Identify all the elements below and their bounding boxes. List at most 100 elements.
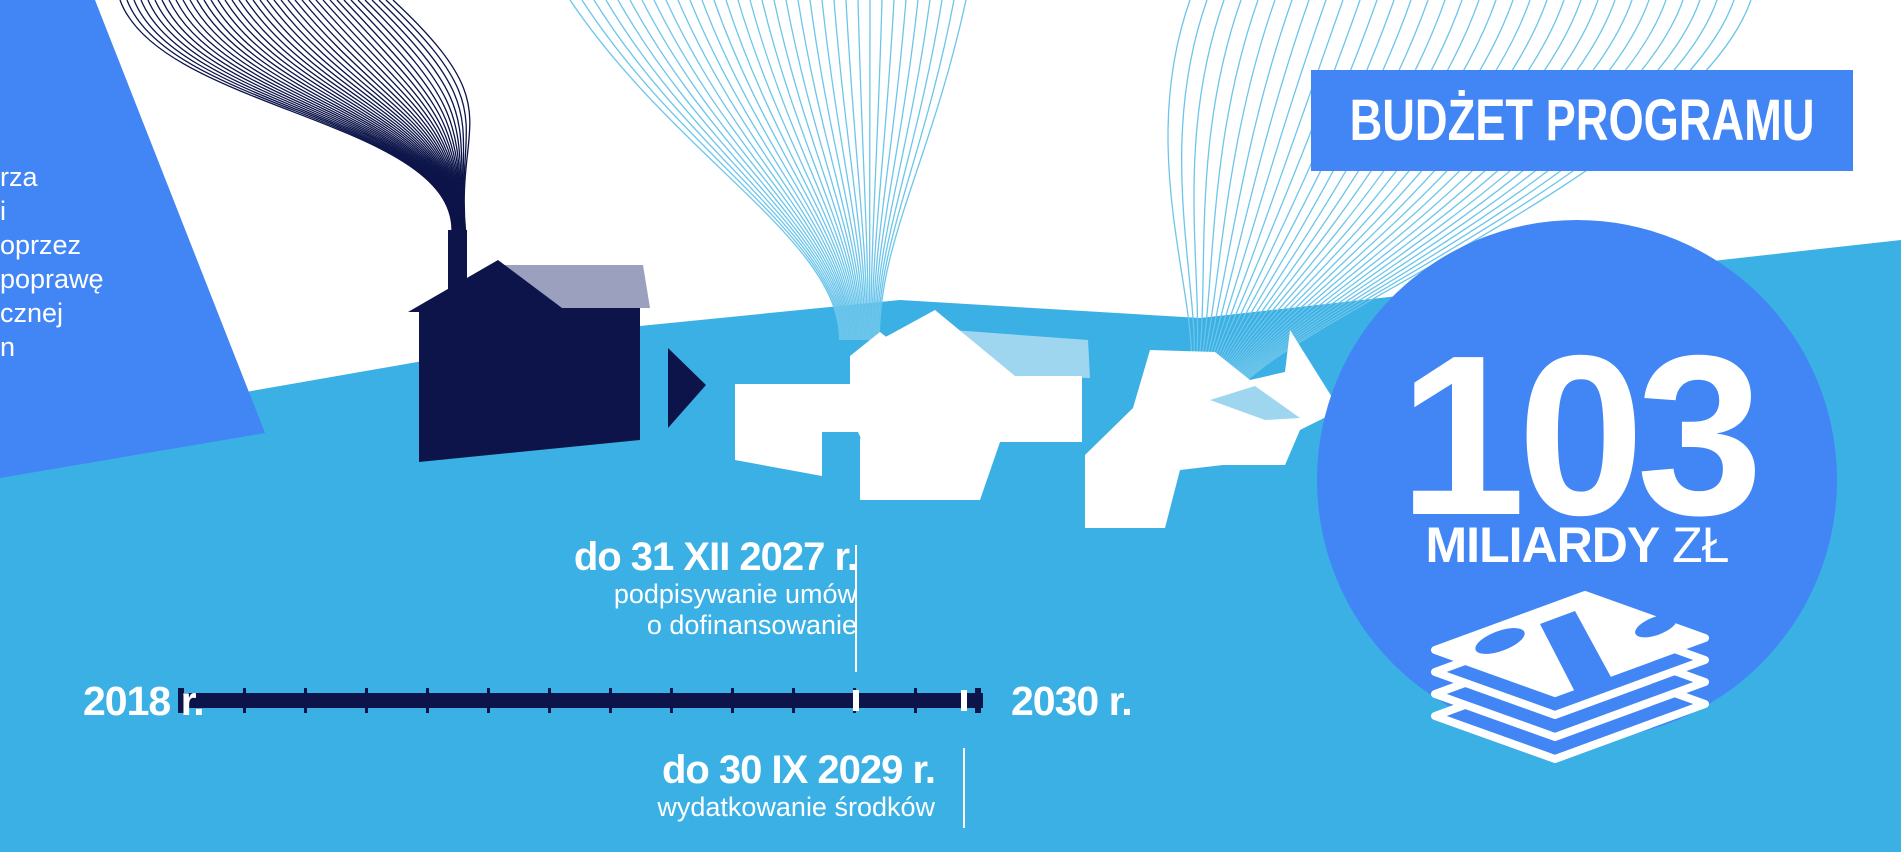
timeline-tick — [243, 688, 246, 713]
ray-line — [833, 0, 867, 341]
note-circle — [1635, 614, 1677, 638]
ray-line — [857, 0, 870, 341]
timeline-tick — [426, 688, 429, 713]
timeline — [178, 545, 983, 828]
ray-line — [870, 0, 883, 341]
ray-line — [871, 0, 895, 341]
ray-line — [605, 0, 844, 341]
ray-line — [874, 0, 931, 341]
smoke-line — [308, 0, 463, 233]
timeline-tick — [670, 688, 673, 713]
event-2029: do 30 IX 2029 r. wydatkowanie środków — [657, 748, 936, 823]
smoke-line — [392, 0, 471, 233]
timeline-tick — [548, 688, 551, 713]
ray-line — [878, 0, 967, 341]
event-desc: podpisywanie umów — [613, 579, 857, 609]
ray-line — [809, 0, 865, 341]
ray-line — [845, 0, 868, 341]
ray-line — [821, 0, 866, 341]
budget-amount: 103 — [1398, 309, 1763, 563]
ray-line — [773, 0, 861, 341]
ray-line — [581, 0, 842, 341]
event-date: do 30 IX 2029 r. — [661, 748, 936, 792]
arrow-dark — [668, 348, 706, 428]
timeline-tick — [914, 688, 917, 713]
ray-line — [749, 0, 859, 341]
budget-banner: BUDŻET PROGRAMU — [1311, 70, 1853, 171]
ray-line — [701, 0, 854, 341]
ray-line — [737, 0, 858, 341]
smoke-line — [371, 0, 466, 233]
note-circle — [1475, 628, 1525, 654]
smoke-line — [364, 0, 465, 233]
ray-line — [713, 0, 855, 341]
timeline-tick — [304, 688, 307, 713]
new-houses — [735, 310, 1340, 528]
ray-line — [877, 0, 955, 341]
event-desc: wydatkowanie środków — [657, 792, 935, 822]
smoke-line — [273, 0, 461, 233]
timeline-tick — [609, 688, 612, 713]
smoke-lines-dark — [119, 0, 471, 233]
budget-unit-bold: MILIARDY — [1425, 517, 1661, 573]
ray-line — [689, 0, 853, 341]
rays-light — [569, 0, 967, 341]
ray-line — [629, 0, 847, 341]
intro-line: n — [0, 332, 16, 362]
ray-line — [617, 0, 846, 341]
marker-2029 — [961, 690, 967, 711]
ray-line — [653, 0, 849, 341]
budget-unit-thin: ZŁ — [1672, 517, 1729, 573]
ray-line — [872, 0, 907, 341]
timeline-start-cap — [178, 688, 184, 713]
intro-line: poprawę — [0, 264, 104, 294]
timeline-end-cap — [975, 688, 981, 713]
ray-line — [797, 0, 864, 341]
ray-line — [1211, 0, 1514, 401]
event-2027: do 31 XII 2027 r. podpisywanie umów o do… — [573, 535, 858, 641]
timeline-tick — [731, 688, 734, 713]
money-stack-icon — [1431, 591, 1709, 763]
smoke-line — [378, 0, 466, 233]
smoke-line — [231, 0, 459, 233]
intro-text: rza i oprzez poprawę cznej n — [0, 160, 104, 364]
ray-line — [725, 0, 856, 341]
old-house — [408, 230, 650, 462]
ray-line — [785, 0, 862, 341]
ray-line — [876, 0, 943, 341]
smoke-line — [259, 0, 460, 233]
intro-line: i — [0, 196, 6, 226]
timeline-tick — [365, 688, 368, 713]
intro-panel — [0, 0, 265, 478]
timeline-start-label: 2018 r. — [83, 678, 205, 724]
intro-line: oprzez — [0, 230, 82, 260]
marker-2027 — [853, 690, 859, 711]
ray-line — [677, 0, 852, 341]
smoke-line — [315, 0, 463, 233]
ray-line — [641, 0, 848, 341]
money-band — [1540, 611, 1612, 692]
event-date: do 31 XII 2027 r. — [573, 535, 858, 579]
intro-line: rza — [0, 162, 38, 192]
smoke-line — [266, 0, 460, 233]
timeline-end-label: 2030 r. — [1011, 678, 1133, 724]
timeline-tick — [487, 688, 490, 713]
smoke-line — [252, 0, 460, 233]
smoke-line — [245, 0, 459, 233]
budget-unit: MILIARDY ZŁ — [1267, 520, 1887, 570]
ray-line — [569, 0, 841, 341]
budget-banner-label: BUDŻET PROGRAMU — [1349, 88, 1815, 153]
intro-line: cznej — [0, 298, 64, 328]
event-desc: o dofinansowanie — [646, 610, 857, 640]
smoke-line — [238, 0, 459, 233]
ray-line — [873, 0, 919, 341]
timeline-bar — [183, 693, 983, 708]
smoke-line — [322, 0, 463, 233]
budget-circle — [1317, 220, 1837, 740]
ray-line — [665, 0, 850, 341]
timeline-tick — [792, 688, 795, 713]
smoke-line — [280, 0, 461, 233]
ray-line — [593, 0, 843, 341]
